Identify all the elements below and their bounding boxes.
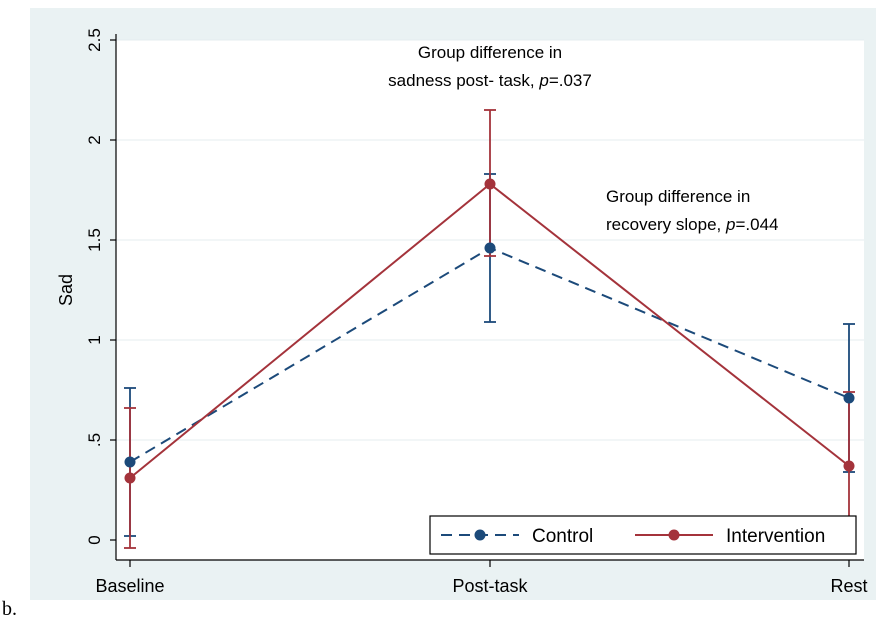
y-tick-label: 2 <box>85 135 104 144</box>
x-tick-label: Baseline <box>95 576 164 596</box>
annotation-2-line-2: recovery slope, p=.044 <box>606 215 778 234</box>
data-point-intervention-0 <box>124 472 136 484</box>
annotation-1-line-1: Group difference in <box>418 43 562 62</box>
y-tick-label: .5 <box>85 433 104 447</box>
x-tick-label: Post-task <box>452 576 528 596</box>
data-point-intervention-1 <box>484 178 496 190</box>
annotation-2-line-1: Group difference in <box>606 187 750 206</box>
x-tick-label: Rest <box>830 576 867 596</box>
panel-label: b. <box>2 598 17 620</box>
annotation-1-line-2: sadness post- task, p=.037 <box>388 71 592 90</box>
y-tick-label: 0 <box>85 535 104 544</box>
y-tick-label: 1.5 <box>85 228 104 252</box>
data-point-control-2 <box>843 392 855 404</box>
data-point-control-1 <box>484 242 496 254</box>
legend-label-intervention: Intervention <box>726 526 825 547</box>
y-tick-label: 1 <box>85 335 104 344</box>
legend-label-control: Control <box>532 526 593 547</box>
legend-marker-control <box>474 529 486 541</box>
y-axis-label: Sad <box>56 274 76 306</box>
data-point-intervention-2 <box>843 460 855 472</box>
legend-marker-intervention <box>668 529 680 541</box>
y-tick-label: 2.5 <box>85 28 104 52</box>
data-point-control-0 <box>124 456 136 468</box>
